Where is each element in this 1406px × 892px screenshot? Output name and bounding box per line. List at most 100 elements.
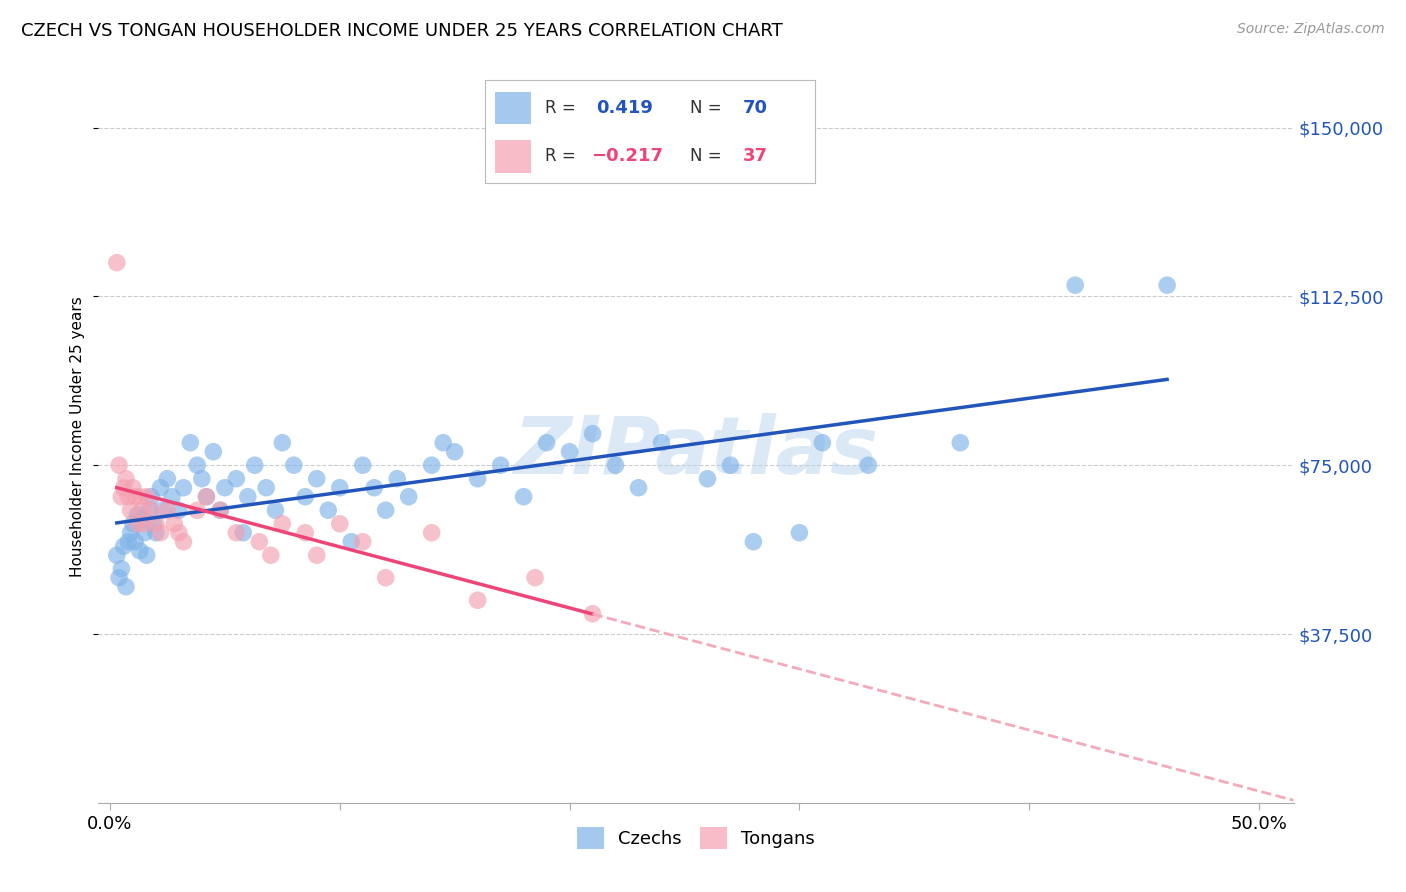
Point (135, 548, 157, 562)
Point (209, 503, 232, 517)
Point (271, 516, 294, 531)
Point (214, 481, 236, 495)
Point (127, 516, 149, 531)
Point (1064, 278, 1087, 293)
Point (172, 481, 194, 495)
Point (264, 503, 287, 517)
Point (294, 490, 316, 504)
Point (135, 490, 157, 504)
Point (156, 472, 179, 486)
Point (294, 525, 316, 540)
Point (209, 503, 232, 517)
Point (305, 548, 328, 562)
Point (117, 490, 139, 504)
Bar (495, 92, 531, 124)
Point (117, 534, 139, 549)
Point (374, 503, 396, 517)
Point (432, 435, 454, 450)
Point (141, 490, 163, 504)
Point (115, 580, 138, 594)
Text: ZIPatlas: ZIPatlas (513, 413, 879, 491)
Point (138, 503, 160, 517)
Point (243, 458, 266, 473)
Point (186, 458, 208, 473)
Point (352, 534, 374, 549)
Point (160, 490, 183, 504)
Point (305, 472, 328, 486)
Point (581, 426, 603, 441)
Point (172, 534, 194, 549)
Point (163, 516, 186, 531)
Point (467, 472, 489, 486)
Point (152, 503, 174, 517)
Text: N =: N = (690, 99, 727, 117)
Point (115, 472, 138, 486)
Text: CZECH VS TONGAN HOUSEHOLDER INCOME UNDER 25 YEARS CORRELATION CHART: CZECH VS TONGAN HOUSEHOLDER INCOME UNDER… (21, 22, 783, 40)
Point (858, 458, 880, 473)
Text: N =: N = (690, 147, 727, 165)
Point (232, 525, 254, 540)
Point (363, 481, 385, 495)
Point (131, 503, 153, 517)
Text: 37: 37 (742, 147, 768, 165)
Text: 70: 70 (742, 99, 768, 117)
Point (329, 516, 352, 531)
Point (134, 516, 156, 531)
Point (247, 534, 270, 549)
Point (558, 444, 581, 458)
Point (467, 593, 489, 607)
Point (120, 503, 142, 517)
Point (489, 458, 512, 473)
Point (191, 472, 214, 486)
Point (720, 458, 742, 473)
Point (112, 481, 135, 495)
Legend: Czechs, Tongans: Czechs, Tongans (569, 820, 823, 856)
Point (110, 562, 132, 576)
Point (156, 503, 179, 517)
Point (742, 534, 765, 549)
Point (385, 472, 409, 486)
Point (122, 516, 145, 531)
Point (195, 490, 218, 504)
Point (131, 512, 153, 526)
Y-axis label: Householder Income Under 25 years: Householder Income Under 25 years (70, 297, 86, 577)
Point (179, 435, 201, 450)
Point (225, 472, 247, 486)
Point (186, 503, 208, 517)
Point (1156, 278, 1178, 293)
Point (524, 571, 547, 585)
Point (696, 472, 718, 486)
Point (581, 607, 603, 621)
Point (149, 525, 172, 540)
Point (789, 525, 811, 540)
Point (145, 516, 167, 531)
Point (127, 508, 149, 522)
Text: R =: R = (544, 147, 581, 165)
Point (145, 525, 167, 540)
Point (124, 534, 146, 549)
Point (124, 490, 146, 504)
Point (627, 481, 650, 495)
Point (443, 444, 465, 458)
Point (141, 503, 163, 517)
Point (236, 490, 259, 504)
Point (108, 571, 131, 585)
Point (420, 525, 443, 540)
Point (195, 490, 218, 504)
Point (167, 503, 190, 517)
Point (340, 534, 363, 549)
Point (128, 543, 150, 558)
Text: R =: R = (544, 99, 586, 117)
Point (260, 548, 283, 562)
Point (283, 458, 305, 473)
Point (120, 525, 142, 540)
Point (374, 571, 396, 585)
Point (149, 481, 172, 495)
Point (112, 539, 135, 553)
Point (142, 516, 165, 531)
Point (316, 503, 339, 517)
Point (650, 435, 672, 450)
Point (605, 458, 627, 473)
Text: Source: ZipAtlas.com: Source: ZipAtlas.com (1237, 22, 1385, 37)
Text: 0.419: 0.419 (596, 99, 652, 117)
